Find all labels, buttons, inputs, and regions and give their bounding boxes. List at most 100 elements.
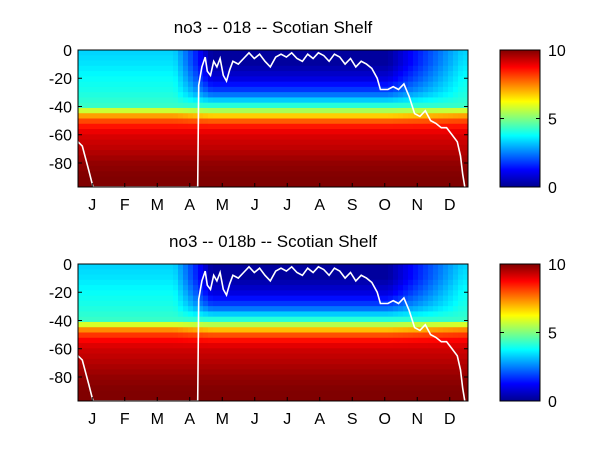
heatmap-cell: [403, 390, 409, 397]
heatmap-cell: [268, 264, 274, 270]
heatmap-cell: [368, 113, 374, 120]
heatmap-cell: [348, 155, 354, 162]
heatmap-cell: [268, 155, 274, 162]
heatmap-cell: [108, 129, 114, 135]
heatmap-cell: [423, 55, 429, 62]
heatmap-cell: [448, 165, 454, 172]
heatmap-cell: [393, 113, 399, 120]
heatmap-cell: [143, 181, 149, 187]
heatmap-cell: [133, 300, 139, 307]
heatmap-cell: [163, 369, 169, 376]
heatmap-cell: [143, 332, 149, 339]
heatmap-cell: [163, 327, 169, 334]
heatmap-cell: [248, 171, 254, 178]
heatmap-cell: [463, 92, 468, 99]
heatmap-cell: [188, 306, 194, 313]
heatmap-cell: [243, 358, 249, 365]
heatmap-cell: [448, 395, 454, 401]
heatmap-cell: [258, 144, 264, 151]
heatmap-cell: [233, 176, 239, 183]
heatmap-cell: [433, 385, 439, 392]
heatmap-cell: [288, 107, 294, 114]
heatmap-cell: [243, 60, 249, 67]
heatmap-cell: [293, 321, 299, 328]
heatmap-cell: [358, 321, 364, 328]
heatmap-cell: [263, 150, 269, 156]
heatmap-cell: [458, 316, 464, 323]
heatmap-cell: [208, 92, 214, 99]
heatmap-cell: [113, 327, 119, 334]
heatmap-cell: [183, 358, 189, 365]
heatmap-cell: [428, 81, 434, 88]
heatmap-cell: [163, 358, 169, 365]
heatmap-cell: [118, 379, 124, 386]
heatmap-cell: [243, 332, 249, 339]
heatmap-cell: [268, 395, 274, 401]
heatmap-cell: [228, 358, 234, 365]
heatmap-cell: [398, 364, 404, 370]
heatmap-cell: [268, 76, 274, 83]
heatmap-cell: [413, 379, 419, 386]
heatmap-cell: [153, 129, 159, 135]
heatmap-cell: [293, 71, 299, 77]
heatmap-cell: [273, 264, 279, 270]
heatmap-cell: [373, 160, 379, 167]
x-tick-label: M: [151, 411, 164, 428]
heatmap-cell: [233, 71, 239, 77]
heatmap-cell: [118, 113, 124, 120]
heatmap-cell: [318, 264, 324, 270]
heatmap-cell: [308, 364, 314, 370]
heatmap-cell: [323, 155, 329, 162]
heatmap-cell: [298, 343, 304, 349]
heatmap-cell: [108, 155, 114, 162]
heatmap-cell: [203, 76, 209, 83]
heatmap-cell: [168, 144, 174, 151]
heatmap-cell: [288, 81, 294, 88]
heatmap-cell: [163, 264, 169, 270]
heatmap-cell: [338, 311, 344, 318]
heatmap-cell: [353, 118, 359, 125]
heatmap-cell: [213, 71, 219, 77]
heatmap-cell: [463, 171, 468, 178]
heatmap-cell: [418, 129, 424, 135]
heatmap-cell: [168, 316, 174, 323]
heatmap-cell: [418, 181, 424, 187]
heatmap-cell: [333, 264, 339, 270]
heatmap-cell: [313, 60, 319, 67]
heatmap-cell: [108, 358, 114, 365]
heatmap-cell: [313, 97, 319, 104]
heatmap-cell: [233, 181, 239, 187]
heatmap-cell: [183, 269, 189, 276]
x-tick-label: J: [283, 197, 291, 214]
heatmap-cell: [408, 337, 414, 344]
heatmap-cell: [323, 181, 329, 187]
heatmap-cell: [128, 86, 134, 93]
heatmap-cell: [113, 118, 119, 125]
heatmap-cell: [203, 306, 209, 313]
heatmap-cell: [123, 279, 129, 286]
heatmap-cell: [458, 337, 464, 344]
heatmap-cell: [293, 395, 299, 401]
heatmap-cell: [193, 181, 199, 187]
heatmap-cell: [288, 369, 294, 376]
heatmap-cell: [303, 60, 309, 67]
heatmap-cell: [203, 374, 209, 381]
heatmap-cell: [133, 290, 139, 297]
heatmap-cell: [208, 60, 214, 67]
heatmap-cell: [133, 358, 139, 365]
heatmap-cell: [318, 327, 324, 334]
heatmap-cell: [218, 50, 224, 56]
heatmap-cell: [368, 295, 374, 302]
heatmap-cell: [313, 65, 319, 72]
heatmap-cell: [393, 97, 399, 104]
heatmap-cell: [458, 113, 464, 120]
heatmap-cell: [358, 155, 364, 162]
heatmap-cell: [173, 76, 179, 83]
heatmap-cell: [428, 364, 434, 370]
heatmap-cell: [308, 129, 314, 135]
heatmap-cell: [333, 134, 339, 141]
heatmap-cell: [213, 279, 219, 286]
heatmap-cell: [423, 102, 429, 109]
heatmap-cell: [113, 86, 119, 93]
